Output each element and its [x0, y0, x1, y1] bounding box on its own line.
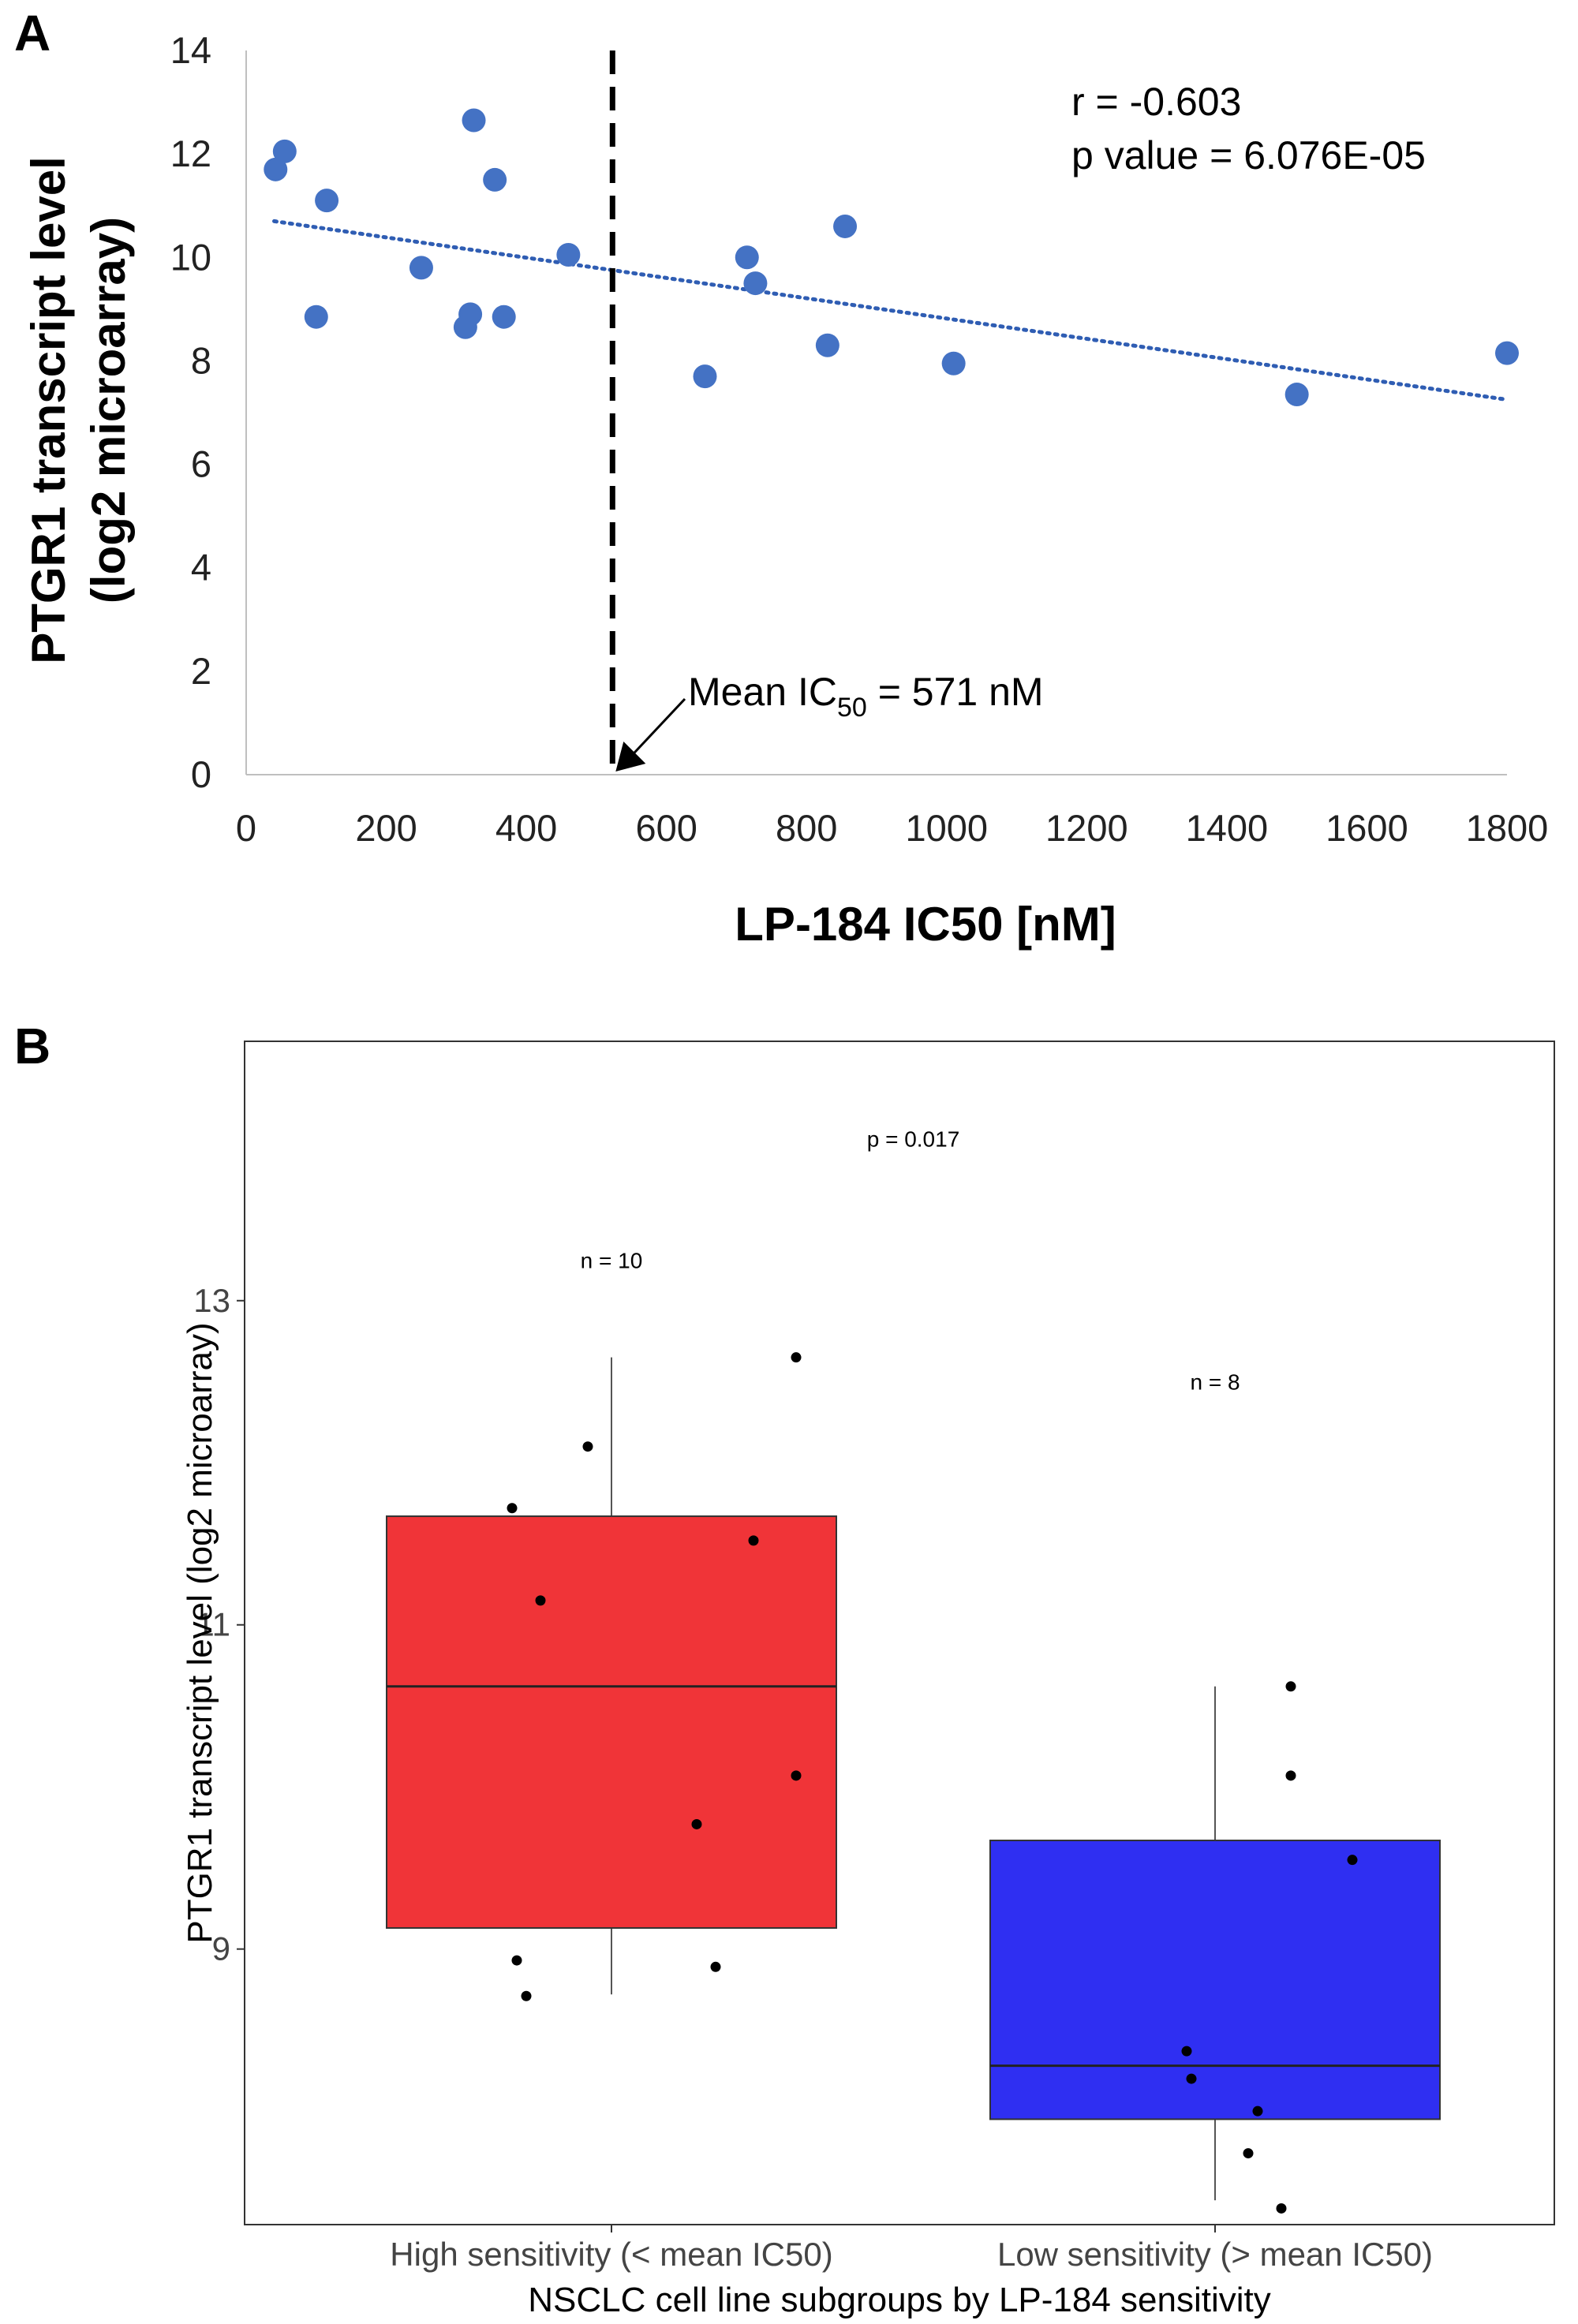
scatter-point: [492, 305, 516, 329]
scatter-point: [1495, 341, 1519, 365]
scatter-point: [1284, 383, 1309, 407]
data-point: [535, 1595, 546, 1606]
x-tick-label: 200: [355, 807, 417, 849]
p-value-annotation: p = 0.017: [867, 1127, 960, 1151]
data-point: [582, 1441, 593, 1452]
panel-b-boxes: [386, 1357, 1441, 2201]
panel-b: B 9 11 13 n = 10 n = 8 p = 0.017 High sensit…: [14, 1018, 1555, 2319]
scatter-point: [833, 214, 858, 238]
panel-a-axes: [245, 50, 1507, 775]
scatter-point: [409, 256, 433, 280]
trendline: [272, 219, 1509, 402]
data-point: [691, 1818, 702, 1829]
category-label: High sensitivity (< mean IC50): [390, 2236, 832, 2273]
panel-b-label: B: [14, 1018, 50, 1074]
scatter-point: [458, 302, 483, 327]
y-tick-label: 12: [170, 133, 211, 174]
scatter-point: [693, 364, 717, 389]
panel-a-y-axis-title-line2: (log2 microarray): [82, 217, 135, 603]
panel-a-tick-labels: 0 2 4 6 8 10 12 14 0 200 400 600 800 1000 1200 1400 1600…: [170, 29, 1549, 849]
scatter-point: [556, 243, 581, 267]
x-tick-label: 1200: [1045, 807, 1128, 849]
mean-ic50-arrow-shaft: [632, 697, 686, 756]
panel-a: A 0 2 4 6 8 10 12 14 0 200 400 600 800 1000 1200 1400 16…: [14, 5, 1548, 951]
panel-a-trendline-group: [272, 219, 1509, 402]
x-tick-label: 1600: [1326, 807, 1408, 849]
data-point: [1276, 2203, 1287, 2214]
data-point: [511, 1955, 522, 1966]
scatter-point: [264, 157, 288, 181]
data-point: [748, 1535, 759, 1546]
y-tick-label: 2: [191, 650, 211, 692]
category-label: Low sensitivity (> mean IC50): [997, 2236, 1433, 2273]
panel-b-x-axis-title: NSCLC cell line subgroups by LP-184 sens…: [528, 2281, 1271, 2319]
scatter-point: [941, 351, 966, 376]
x-tick-label: 1400: [1186, 807, 1269, 849]
y-tick-label: 0: [191, 753, 211, 795]
n-label: n = 8: [1190, 1370, 1240, 1395]
mean-ic50-subscript: 50: [837, 693, 867, 723]
y-tick-label: 6: [191, 443, 211, 485]
n-label: n = 10: [581, 1248, 643, 1272]
y-tick-label: 9: [212, 1930, 230, 1967]
scatter-point: [815, 333, 839, 357]
y-tick-label: 4: [191, 547, 211, 588]
data-point: [791, 1352, 802, 1363]
panel-b-y-ticks: 9 11 13: [193, 1282, 245, 1967]
x-tick-label: 600: [635, 807, 697, 849]
x-tick-label: 0: [236, 807, 256, 849]
x-tick-label: 1000: [905, 807, 988, 849]
x-tick-label: 400: [495, 807, 557, 849]
y-tick-label: 8: [191, 339, 211, 381]
mean-ic50-arrow-head: [615, 742, 646, 772]
mean-ic50-suffix: = 571 nM: [867, 670, 1044, 714]
data-point: [1181, 2046, 1192, 2057]
mean-ic50-arrow: [615, 697, 686, 772]
scatter-point: [304, 305, 328, 329]
scatter-point: [462, 108, 486, 133]
y-tick-label: 13: [193, 1282, 230, 1319]
scatter-point: [735, 245, 759, 270]
scatter-point: [483, 167, 507, 192]
scatter-point: [272, 139, 297, 163]
panel-a-p-stat: p value = 6.076E-05: [1071, 133, 1426, 177]
y-tick-label: 11: [196, 1606, 230, 1643]
panel-b-plot-border: [244, 1041, 1555, 2225]
panel-b-category-labels: High sensitivity (< mean IC50) Low sensit…: [390, 2225, 1433, 2273]
panel-a-points: [264, 108, 1519, 407]
panel-a-label: A: [14, 5, 50, 62]
x-tick-label: 1800: [1466, 807, 1549, 849]
data-point: [710, 1961, 721, 1972]
y-tick-label: 10: [170, 236, 211, 278]
data-point: [1285, 1770, 1296, 1781]
panel-a-mean-annotation: Mean IC50 = 571 nM: [615, 670, 1044, 772]
data-point: [1347, 1855, 1358, 1866]
mean-ic50-label: Mean IC50 = 571 nM: [688, 670, 1044, 723]
panel-b-annotations: n = 10 n = 8 p = 0.017: [581, 1127, 1240, 1394]
panel-a-x-axis-title: LP-184 IC50 [nM]: [735, 898, 1116, 951]
data-point: [1186, 2073, 1197, 2084]
mean-ic50-prefix: Mean IC: [688, 670, 837, 714]
panel-a-y-axis-title-line1: PTGR1 transcript level: [22, 156, 75, 664]
data-point: [1285, 1681, 1296, 1692]
box: [989, 1840, 1441, 2120]
data-point: [791, 1770, 802, 1781]
panel-a-r-stat: r = -0.603: [1071, 80, 1241, 124]
data-point: [1243, 2148, 1254, 2159]
data-point: [507, 1503, 518, 1514]
x-tick-label: 800: [776, 807, 837, 849]
panel-b-y-axis-title: PTGR1 transcript level (log2 microarray): [181, 1322, 219, 1943]
scatter-point: [315, 189, 339, 213]
data-point: [1252, 2105, 1263, 2117]
scatter-point: [743, 271, 768, 296]
box: [386, 1515, 837, 1929]
y-tick-label: 14: [170, 29, 211, 71]
data-point: [521, 1990, 532, 2001]
panel-b-points: [507, 1352, 1358, 2214]
